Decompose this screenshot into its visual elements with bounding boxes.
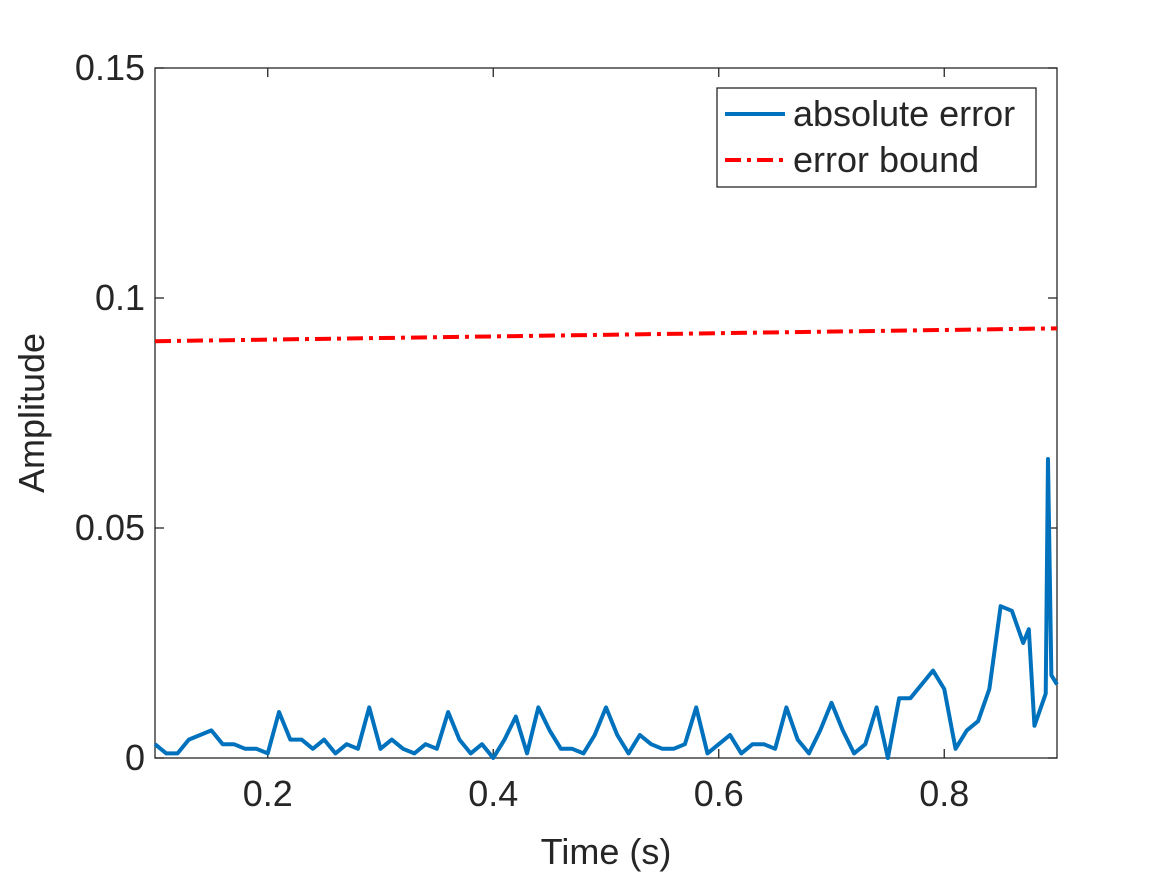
legend-label: error bound xyxy=(793,139,979,180)
y-tick-label: 0.05 xyxy=(75,507,145,548)
legend-box xyxy=(716,87,1037,188)
data-line xyxy=(153,457,1059,760)
y-tick-label: 0 xyxy=(125,737,145,778)
x-tick-label: 0.6 xyxy=(694,773,744,814)
x-tick-label: 0.4 xyxy=(468,773,518,814)
data-line xyxy=(154,326,1058,344)
y-tick-label: 0.1 xyxy=(95,277,145,318)
legend-label: absolute error xyxy=(793,93,1015,134)
legend: absolute error error bound xyxy=(716,87,1037,188)
y-tick-label: 0.15 xyxy=(75,47,145,88)
x-tick-label: 0.2 xyxy=(243,773,293,814)
x-tick-label: 0.8 xyxy=(919,773,969,814)
x-axis-label: Time (s) xyxy=(541,831,672,872)
y-axis-label: Amplitude xyxy=(11,333,52,493)
